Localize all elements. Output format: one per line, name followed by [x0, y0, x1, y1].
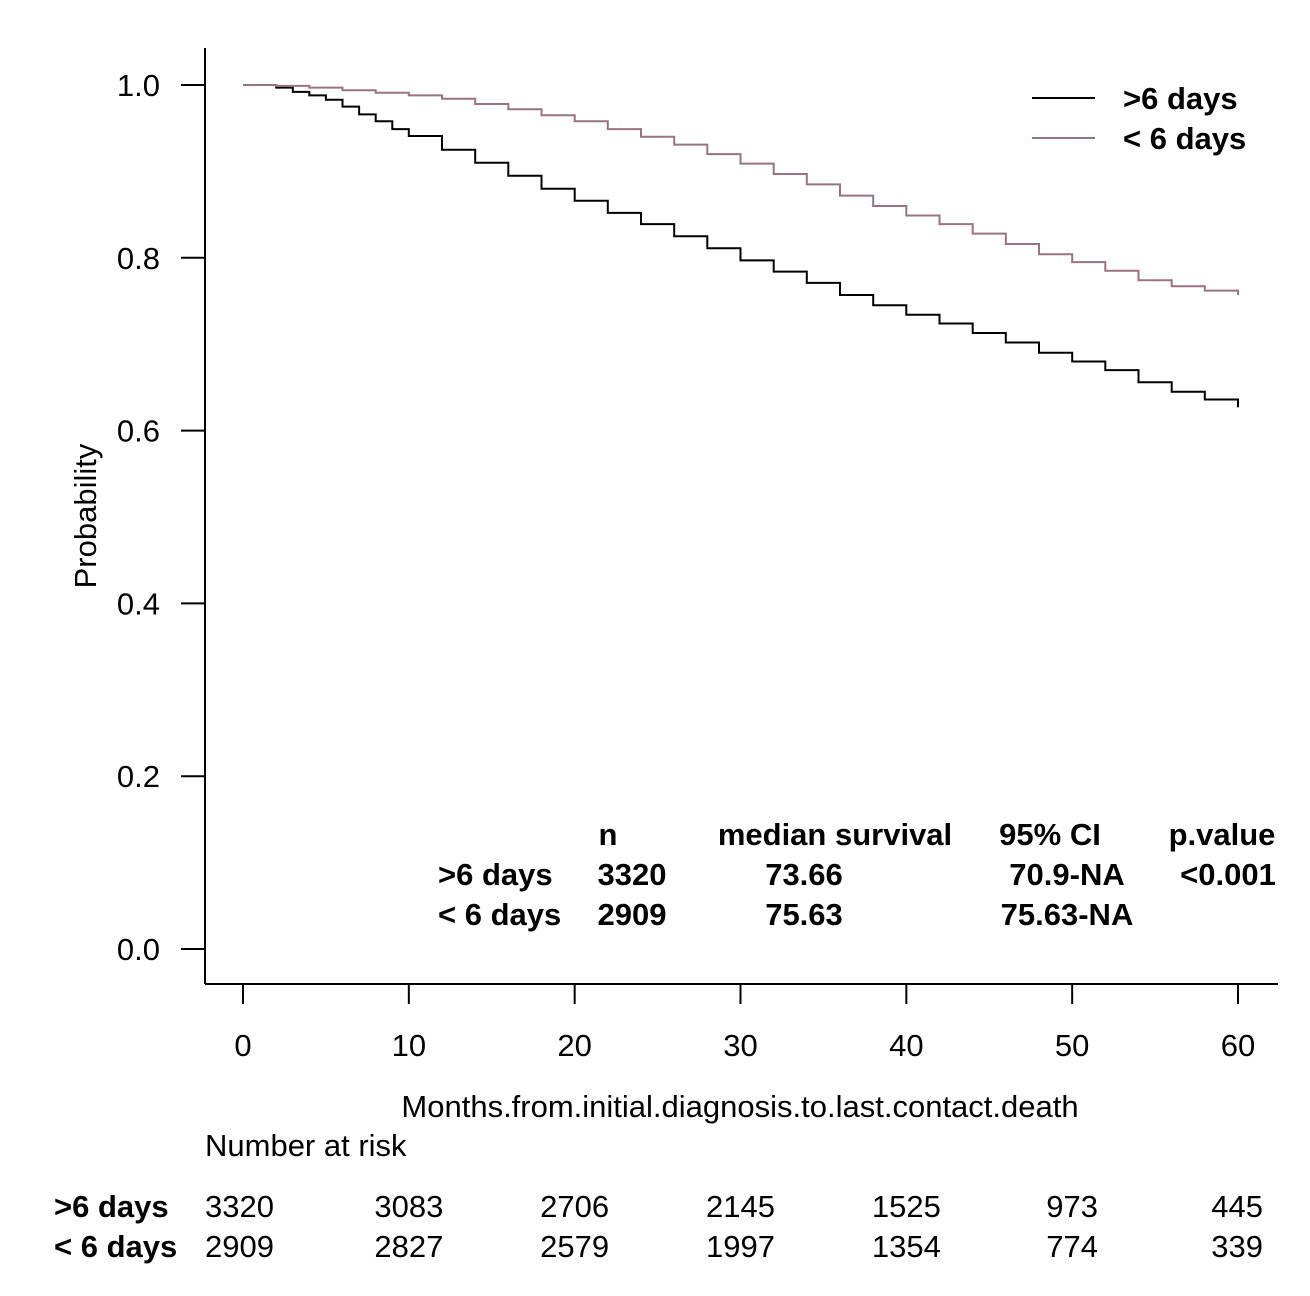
- stats-header: median survival: [718, 817, 952, 852]
- risk-table-title: Number at risk: [205, 1128, 407, 1163]
- x-tick-label: 10: [392, 1028, 426, 1063]
- risk-count: 445: [1211, 1189, 1263, 1224]
- stats-median: 73.66: [765, 857, 843, 892]
- risk-count: 3320: [205, 1189, 274, 1224]
- x-tick-label: 30: [723, 1028, 757, 1063]
- stats-pvalue: <0.001: [1180, 857, 1276, 892]
- risk-row-label: >6 days: [54, 1189, 169, 1224]
- x-tick-label: 20: [557, 1028, 591, 1063]
- risk-count: 2909: [205, 1229, 274, 1264]
- legend: >6 days < 6 days: [1032, 81, 1246, 156]
- y-axis-title: Probability: [68, 443, 103, 588]
- x-axis-title: Months.from.initial.diagnosis.to.last.co…: [401, 1089, 1078, 1124]
- x-tick-label: 0: [234, 1028, 251, 1063]
- survival-curves: [243, 85, 1238, 407]
- stats-n: 3320: [598, 857, 667, 892]
- y-tick-label: 1.0: [117, 68, 160, 103]
- y-tick-label: 0.4: [117, 586, 160, 621]
- stats-header: n: [599, 817, 618, 852]
- risk-table: Number at risk >6 days 3320 3083 2706 2145 152…: [54, 1128, 1263, 1264]
- legend-label: < 6 days: [1123, 121, 1246, 156]
- x-tick-label: 50: [1055, 1028, 1089, 1063]
- x-tick-label: 40: [889, 1028, 923, 1063]
- risk-row-label: < 6 days: [54, 1229, 177, 1264]
- y-tick-label: 0.2: [117, 759, 160, 794]
- risk-count: 2145: [706, 1189, 775, 1224]
- risk-count: 973: [1046, 1189, 1098, 1224]
- y-tick-label: 0.0: [117, 932, 160, 967]
- x-tick-label: 60: [1221, 1028, 1255, 1063]
- survival-chart: 0.0 0.2 0.4 0.6 0.8 1.0 0 10 20 30 40 50 60 >6 days <…: [0, 0, 1310, 1296]
- risk-count: 1354: [872, 1229, 941, 1264]
- stats-header: 95% CI: [999, 817, 1101, 852]
- risk-count: 1997: [706, 1229, 775, 1264]
- legend-label: >6 days: [1123, 81, 1238, 116]
- stats-median: 75.63: [765, 897, 843, 932]
- risk-count: 2706: [540, 1189, 609, 1224]
- survival-curve-1: [243, 85, 1238, 407]
- stats-row-label: >6 days: [438, 857, 553, 892]
- risk-count: 3083: [374, 1189, 443, 1224]
- stats-table: n median survival 95% CI p.value >6 days 3320…: [438, 817, 1276, 932]
- stats-row-label: < 6 days: [438, 897, 561, 932]
- risk-count: 2579: [540, 1229, 609, 1264]
- stats-ci: 70.9-NA: [1009, 857, 1124, 892]
- y-tick-label: 0.6: [117, 414, 160, 449]
- risk-count: 2827: [374, 1229, 443, 1264]
- risk-count: 774: [1046, 1229, 1098, 1264]
- stats-header: p.value: [1169, 817, 1276, 852]
- risk-count: 1525: [872, 1189, 941, 1224]
- y-tick-label: 0.8: [117, 241, 160, 276]
- stats-n: 2909: [598, 897, 667, 932]
- survival-curve-2: [243, 85, 1238, 295]
- stats-ci: 75.63-NA: [1001, 897, 1134, 932]
- risk-count: 339: [1211, 1229, 1263, 1264]
